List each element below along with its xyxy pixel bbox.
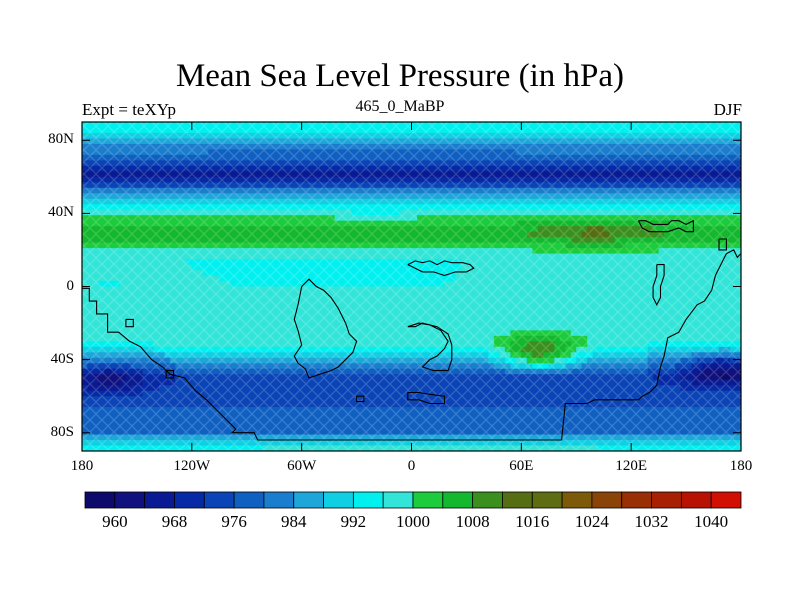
plot-title: Mean Sea Level Pressure (in hPa) [175, 58, 625, 94]
season-label: DJF [713, 100, 742, 119]
period-label: 465_0_MaBP [355, 98, 445, 115]
experiment-label: Expt = teXYp [82, 100, 176, 119]
